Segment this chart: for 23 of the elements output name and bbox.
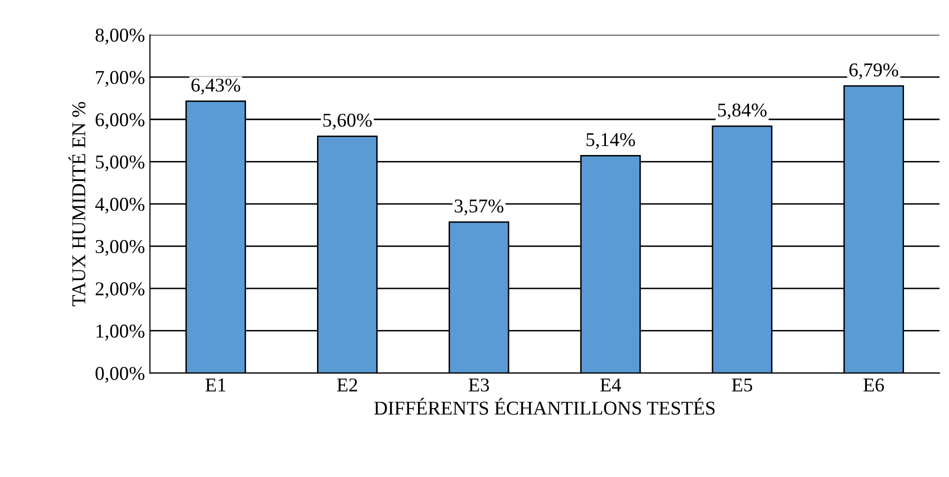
data-label: 3,57% bbox=[454, 199, 504, 216]
y-tick-label: 8,00% bbox=[96, 28, 144, 45]
y-tick-label: 7,00% bbox=[96, 70, 144, 87]
x-tick-label: E5 bbox=[732, 378, 752, 392]
x-tick-label: E6 bbox=[863, 378, 884, 392]
x-tick-label: E4 bbox=[600, 378, 622, 392]
x-axis-title: DIFFÉRENTS ÉCHANTILLONS TESTÉS bbox=[374, 398, 715, 415]
y-tick-label: 4,00% bbox=[95, 198, 144, 214]
x-tick-label: E2 bbox=[337, 378, 358, 392]
data-label: 5,60% bbox=[323, 114, 372, 130]
x-tick-label: E3 bbox=[468, 378, 489, 392]
data-label: 5,14% bbox=[586, 133, 635, 150]
y-tick-label: 5,00% bbox=[96, 155, 144, 172]
y-tick-label: 1,00% bbox=[96, 324, 144, 340]
y-tick-label: 6,00% bbox=[96, 113, 144, 130]
data-label: 6,43% bbox=[191, 78, 240, 94]
x-tick-label: E1 bbox=[206, 378, 226, 392]
data-label: 5,84% bbox=[718, 104, 767, 120]
y-tick-label: 3,00% bbox=[96, 240, 144, 256]
y-tick-label: 2,00% bbox=[96, 282, 144, 298]
y-axis-title: TAUX HUMIDITÉ EN % bbox=[68, 102, 86, 306]
y-tick-label: 0,00% bbox=[96, 366, 144, 383]
data-label: 6,79% bbox=[849, 63, 898, 80]
